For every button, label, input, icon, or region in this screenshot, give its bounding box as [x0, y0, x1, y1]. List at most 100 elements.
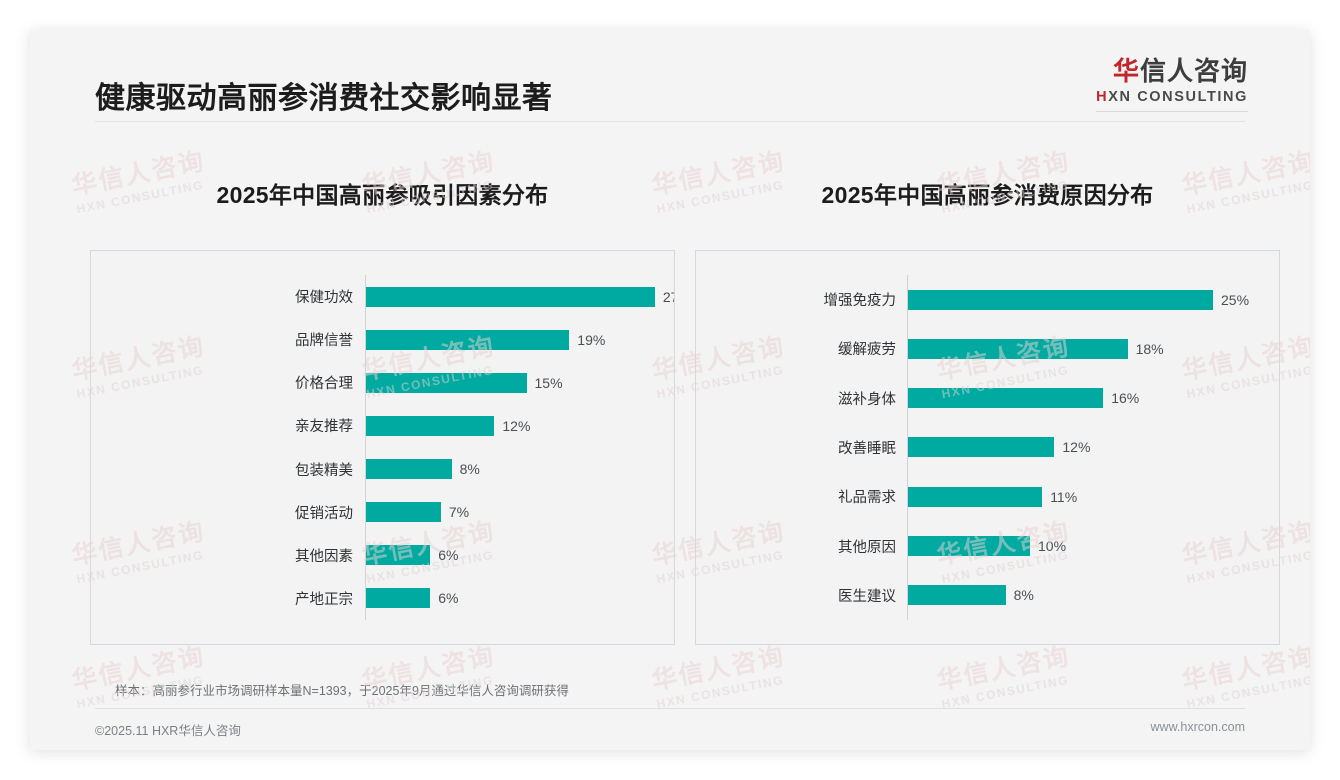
bar-value-label: 15%	[534, 374, 563, 391]
bar-category-label: 礼品需求	[838, 490, 896, 507]
bar-segment	[366, 545, 431, 566]
chart-title-right: 2025年中国高丽参消费原因分布	[821, 182, 1154, 208]
footer-divider	[95, 708, 1245, 709]
chart-plot-right: 增强免疫力 25% 缓解疲劳 18% 滋补身体 16% 改善睡眠 12% 礼品需求 11% 其他原因…	[696, 251, 1279, 644]
watermark-english: HXN CONSULTING	[940, 672, 1071, 712]
bar-wrapper: 11%	[908, 486, 1078, 507]
bar-row: 包装精美 8%	[91, 448, 674, 491]
bar-category-label: 产地正宗	[295, 591, 353, 608]
watermark-chinese: 华信人咨询	[934, 642, 1073, 696]
bar-category-label: 其他因素	[295, 548, 353, 565]
watermark: 华信人咨询 HXN CONSULTING	[360, 642, 500, 711]
bar-row: 缓解疲劳 18%	[696, 324, 1279, 373]
bar-segment	[908, 289, 1213, 310]
logo-en-red-char: H	[1096, 89, 1109, 105]
page-title: 健康驱动高丽参消费社交影响显著	[95, 82, 553, 115]
bar-segment	[366, 286, 655, 307]
bar-segment	[908, 338, 1128, 359]
bar-value-label: 25%	[1221, 291, 1250, 308]
chart-plot-left: 保健功效 27% 品牌信誉 19% 价格合理 15% 亲友推荐 12% 包装精美 8% 促销活动 7%…	[91, 251, 674, 644]
bar-segment	[908, 437, 1055, 458]
bar-wrapper: 25%	[908, 289, 1250, 310]
slide-card: 健康驱动高丽参消费社交影响显著 华信人咨询 HXN CONSULTING 202…	[30, 30, 1310, 750]
bar-row: 促销活动 7%	[91, 491, 674, 534]
bar-wrapper: 10%	[908, 536, 1067, 557]
header-divider	[95, 121, 1245, 122]
bar-row: 保健功效 27%	[91, 275, 674, 318]
bar-category-label: 滋补身体	[838, 391, 896, 408]
logo-chinese-text: 华信人咨询	[1096, 58, 1248, 84]
logo-cn-rest: 信人咨询	[1139, 56, 1248, 86]
website-url[interactable]: www.hxrcon.com	[1150, 720, 1245, 734]
bar-row: 品牌信誉 19%	[91, 318, 674, 361]
chart-title-left: 2025年中国高丽参吸引因素分布	[216, 182, 549, 208]
chart-panel-left: 保健功效 27% 品牌信誉 19% 价格合理 15% 亲友推荐 12% 包装精美 8% 促销活动 7%…	[90, 250, 675, 645]
watermark: 华信人咨询 HXN CONSULTING	[934, 642, 1075, 712]
bar-rows-right: 增强免疫力 25% 缓解疲劳 18% 滋补身体 16% 改善睡眠 12% 礼品需求 11% 其他原因…	[696, 275, 1279, 620]
bar-category-label: 改善睡眠	[838, 440, 896, 457]
chart-block-consumption-reasons: 2025年中国高丽参消费原因分布 增强免疫力 25% 缓解疲劳 18% 滋补身体 16% 改…	[695, 130, 1280, 645]
chart-panel-right: 增强免疫力 25% 缓解疲劳 18% 滋补身体 16% 改善睡眠 12% 礼品需求 11% 其他原因…	[695, 250, 1280, 645]
logo-underline	[1096, 110, 1248, 112]
bar-wrapper: 18%	[908, 338, 1164, 359]
watermark: 华信人咨询 HXN CONSULTING	[1180, 642, 1310, 711]
bar-value-label: 27%	[662, 288, 674, 305]
bar-row: 其他原因 10%	[696, 521, 1279, 570]
y-axis-line-right	[907, 275, 908, 620]
bar-wrapper: 12%	[366, 415, 531, 436]
logo-cn-red-char: 华	[1112, 56, 1140, 86]
bar-category-label: 增强免疫力	[823, 293, 897, 310]
bar-value-label: 7%	[448, 504, 470, 521]
bar-category-label: 包装精美	[295, 462, 353, 479]
bar-row: 滋补身体 16%	[696, 374, 1279, 423]
bar-category-label: 亲友推荐	[295, 419, 353, 436]
bar-wrapper: 27%	[366, 286, 674, 307]
bar-category-label: 其他原因	[838, 539, 896, 556]
bar-wrapper: 16%	[908, 388, 1140, 409]
bar-wrapper: 12%	[908, 437, 1090, 458]
bar-rows-left: 保健功效 27% 品牌信誉 19% 价格合理 15% 亲友推荐 12% 包装精美 8% 促销活动 7%…	[91, 275, 674, 620]
bar-value-label: 8%	[459, 461, 480, 478]
slide-header: 健康驱动高丽参消费社交影响显著 华信人咨询 HXN CONSULTING	[30, 30, 1310, 122]
bar-row: 礼品需求 11%	[696, 472, 1279, 521]
bar-segment	[366, 372, 527, 393]
bar-category-label: 缓解疲劳	[838, 342, 896, 359]
bar-category-label: 品牌信誉	[295, 333, 353, 350]
sample-note: 样本：高丽参行业市场调研样本量N=1393，于2025年9月通过华信人咨询调研获…	[115, 684, 569, 698]
bar-wrapper: 8%	[908, 585, 1034, 606]
bar-category-label: 保健功效	[295, 290, 353, 307]
y-axis-line-left	[365, 275, 366, 620]
bar-value-label: 18%	[1135, 340, 1164, 357]
bar-wrapper: 19%	[366, 329, 606, 350]
chart-block-attraction-factors: 2025年中国高丽参吸引因素分布 保健功效 27% 品牌信誉 19% 价格合理 15% 亲友…	[90, 130, 675, 645]
bar-segment	[366, 459, 452, 480]
bar-value-label: 6%	[438, 590, 459, 607]
bar-segment	[908, 486, 1043, 507]
brand-logo: 华信人咨询 HXN CONSULTING	[1096, 58, 1248, 112]
bar-segment	[908, 585, 1006, 606]
bar-value-label: 6%	[438, 547, 459, 564]
copyright-text: ©2025.11 HXR华信人咨询	[95, 724, 241, 738]
bar-value-label: 19%	[577, 331, 606, 348]
bar-wrapper: 6%	[366, 588, 459, 609]
bar-wrapper: 7%	[366, 502, 470, 523]
bar-category-label: 医生建议	[838, 588, 896, 605]
bar-wrapper: 8%	[366, 459, 480, 480]
bar-value-label: 16%	[1111, 390, 1140, 407]
bar-row: 医生建议 8%	[696, 571, 1279, 620]
bar-wrapper: 6%	[366, 545, 459, 566]
watermark: 华信人咨询 HXN CONSULTING	[649, 642, 790, 712]
bar-value-label: 11%	[1050, 488, 1078, 505]
bar-segment	[366, 415, 495, 436]
watermark-chinese: 华信人咨询	[649, 642, 788, 696]
bar-row: 改善睡眠 12%	[696, 423, 1279, 472]
watermark-english: HXN CONSULTING	[655, 672, 786, 712]
bar-segment	[366, 329, 570, 350]
bar-value-label: 10%	[1038, 538, 1067, 555]
bar-category-label: 价格合理	[295, 376, 353, 393]
bar-value-label: 12%	[502, 417, 531, 434]
logo-english-text: HXN CONSULTING	[1096, 90, 1248, 105]
bar-segment	[908, 536, 1030, 557]
bar-value-label: 8%	[1013, 587, 1034, 604]
bar-row: 亲友推荐 12%	[91, 404, 674, 447]
